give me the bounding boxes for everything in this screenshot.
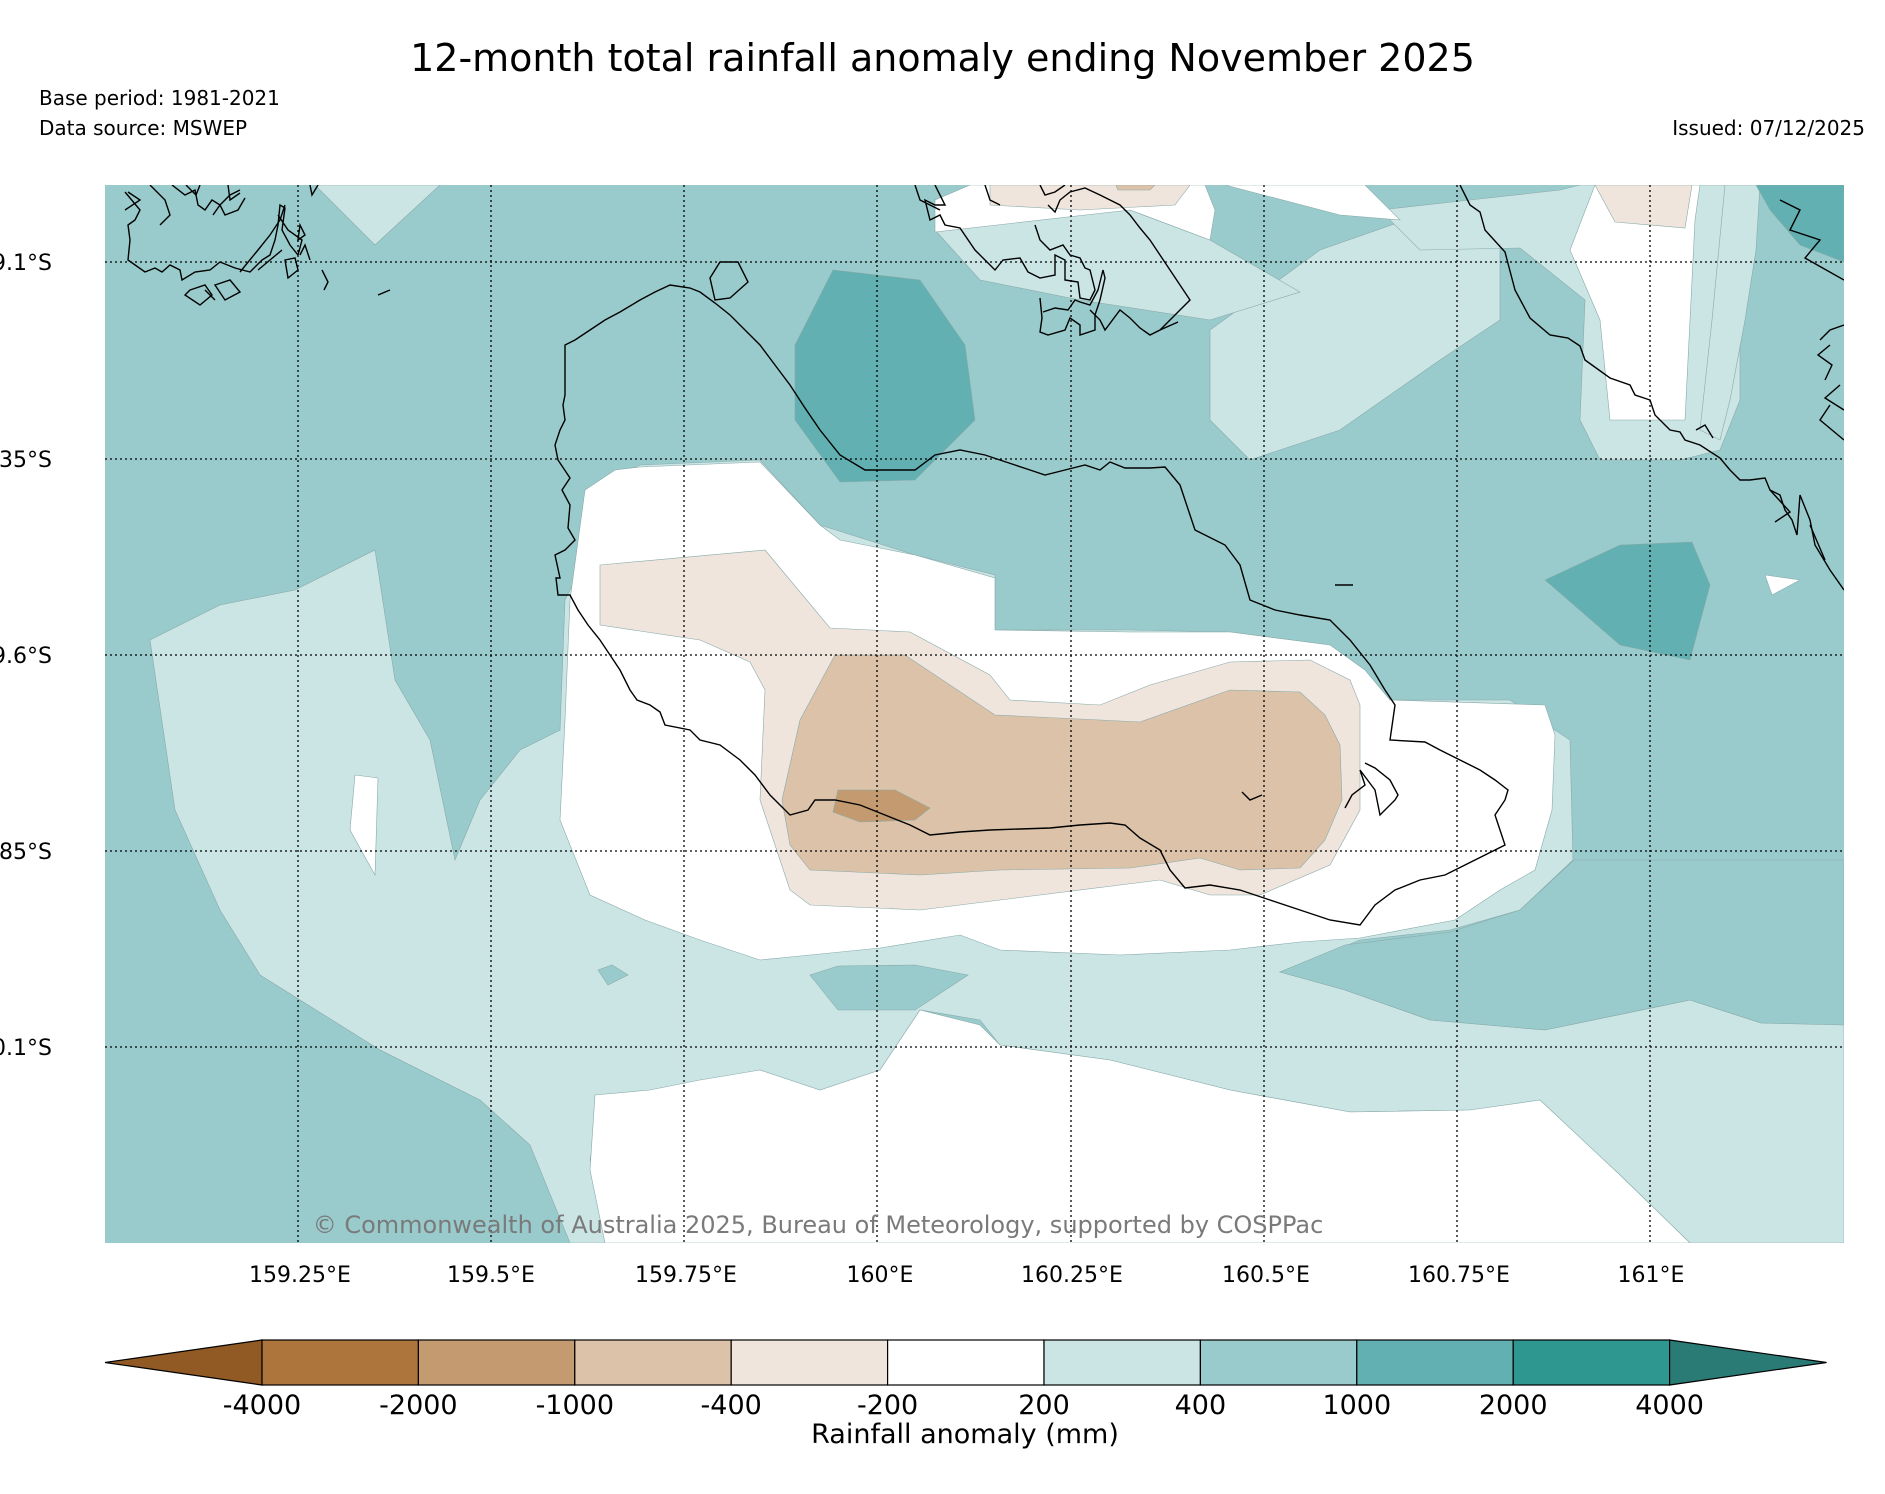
lon-label: 159.5°E [447, 1263, 535, 1288]
issued-date: Issued: 07/12/2025 [1672, 116, 1865, 140]
lon-label: 160°E [847, 1263, 914, 1288]
region-1000-2000-a [794, 269, 976, 483]
colorbar-cell [1043, 1339, 1201, 1386]
colorbar-cell [1512, 1339, 1671, 1386]
colorbar-tick-label: 200 [1018, 1390, 1070, 1421]
lat-label: 10.1°S [0, 1036, 52, 1061]
copyright-watermark: © Commonwealth of Australia 2025, Bureau… [313, 1211, 1324, 1239]
lon-label: 160.5°E [1222, 1263, 1310, 1288]
map-title: 12-month total rainfall anomaly ending N… [410, 36, 1475, 80]
colorbar-tick-label: -200 [857, 1390, 918, 1421]
colorbar-tick-label: -1000 [536, 1390, 614, 1421]
region-1000-2000-b [1544, 541, 1711, 661]
colorbar-tick-label: -4000 [223, 1390, 301, 1421]
colorbar-label: Rainfall anomaly (mm) [811, 1419, 1119, 1450]
lon-label: 159.75°E [635, 1263, 737, 1288]
colorbar-cell [574, 1339, 732, 1386]
colorbar-cell [417, 1339, 576, 1386]
colorbar-tick-label: -2000 [379, 1390, 457, 1421]
region-neutral-south [589, 1009, 1691, 1243]
lat-label: 9.85°S [0, 840, 52, 865]
contour-fills [105, 185, 1844, 1243]
lon-label: 160.25°E [1021, 1263, 1123, 1288]
lon-label: 161°E [1618, 1263, 1685, 1288]
colorbar-cell [1356, 1339, 1514, 1386]
lon-label: 160.75°E [1408, 1263, 1510, 1288]
colorbar-extend-high [1668, 1339, 1827, 1386]
colorbar-cell [886, 1339, 1045, 1386]
region-1000-2000-c [1755, 185, 1844, 263]
region-neg400-neg1000 [781, 654, 1343, 876]
region-200-400-top [314, 185, 441, 246]
data-source: Data source: MSWEP [39, 116, 248, 140]
colorbar-cell [730, 1339, 889, 1386]
colorbar-cell [1199, 1339, 1358, 1386]
colorbar: -4000 -2000 -1000 -400 -200 200 400 1000 2000 400… [104, 1339, 1827, 1450]
region-neg1000-neg2000 [832, 789, 931, 823]
base-period: Base period: 1981-2021 [39, 86, 280, 110]
lon-label: 159.25°E [249, 1263, 351, 1288]
colorbar-tick-label: 4000 [1635, 1390, 1704, 1421]
lat-label: 9.35°S [0, 448, 52, 473]
lat-label: 9.6°S [0, 644, 52, 669]
graticule [105, 185, 1844, 1243]
colorbar-tick-label: 1000 [1322, 1390, 1391, 1421]
colorbar-tick-label: 2000 [1479, 1390, 1548, 1421]
region-200-400-ne [1209, 209, 1501, 461]
colorbar-tick-label: -400 [701, 1390, 762, 1421]
colorbar-cell [261, 1339, 419, 1386]
colorbar-tick-label: 400 [1175, 1390, 1227, 1421]
lat-label: 9.1°S [0, 251, 52, 276]
colorbar-extend-low [104, 1339, 263, 1386]
